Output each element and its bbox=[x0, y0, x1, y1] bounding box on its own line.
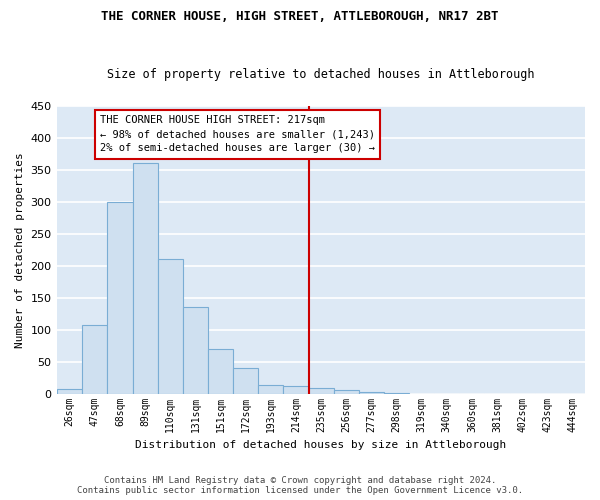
Bar bbox=[107, 202, 133, 394]
X-axis label: Distribution of detached houses by size in Attleborough: Distribution of detached houses by size … bbox=[136, 440, 507, 450]
Bar bbox=[233, 368, 258, 394]
Title: Size of property relative to detached houses in Attleborough: Size of property relative to detached ho… bbox=[107, 68, 535, 81]
Bar bbox=[133, 164, 158, 394]
Bar bbox=[334, 390, 359, 394]
Y-axis label: Number of detached properties: Number of detached properties bbox=[15, 152, 25, 348]
Bar bbox=[384, 393, 409, 394]
Bar bbox=[308, 388, 334, 394]
Bar bbox=[208, 349, 233, 394]
Bar bbox=[183, 308, 208, 394]
Text: THE CORNER HOUSE, HIGH STREET, ATTLEBOROUGH, NR17 2BT: THE CORNER HOUSE, HIGH STREET, ATTLEBORO… bbox=[101, 10, 499, 23]
Bar bbox=[158, 260, 183, 394]
Bar bbox=[57, 388, 82, 394]
Bar bbox=[359, 392, 384, 394]
Text: THE CORNER HOUSE HIGH STREET: 217sqm
← 98% of detached houses are smaller (1,243: THE CORNER HOUSE HIGH STREET: 217sqm ← 9… bbox=[100, 116, 375, 154]
Bar bbox=[258, 384, 283, 394]
Bar bbox=[82, 325, 107, 394]
Text: Contains HM Land Registry data © Crown copyright and database right 2024.
Contai: Contains HM Land Registry data © Crown c… bbox=[77, 476, 523, 495]
Bar bbox=[283, 386, 308, 394]
